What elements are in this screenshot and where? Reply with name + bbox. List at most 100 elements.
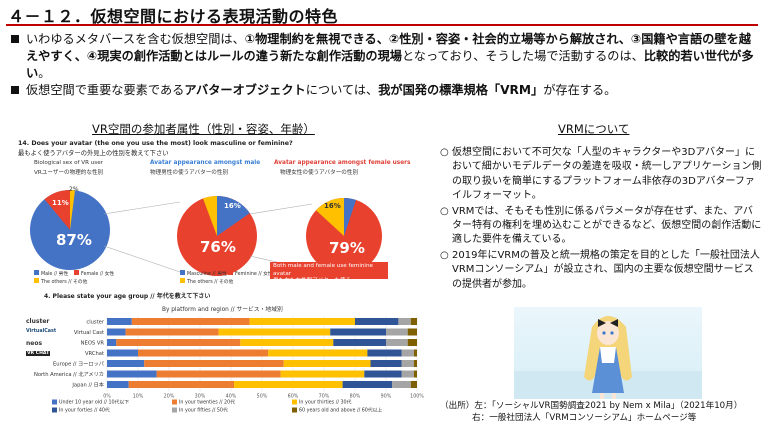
- bullet-item-1: いわゆるメタバースを含む仮想空間は、①物理制約を無視できる、②性別・容姿・社会的…: [10, 31, 760, 82]
- pie1-slice-mid: [44, 190, 70, 230]
- bar-chart-subtitle: By platform and region // サービス・地域別: [162, 307, 283, 313]
- bar-segment: [249, 318, 355, 325]
- legend-swatch: [172, 407, 177, 413]
- bullet-2-bold: アバターオブジェクト: [184, 83, 306, 97]
- bullet-square-icon: [11, 86, 19, 94]
- bullet-1-post: 。: [38, 66, 51, 80]
- bar-segment: [144, 360, 284, 367]
- vrm-avatar-image: [514, 307, 702, 399]
- source-note: （出所）左：「ソーシャルVR国勢調査2021 by Nem x Mila」（20…: [440, 400, 742, 424]
- pie1-big-label: 87%: [56, 231, 92, 249]
- pie1-title-jp: VRユーザーの物理的な性別: [34, 170, 104, 176]
- bar-segment: [107, 318, 132, 325]
- category-label: NEOS VR: [81, 341, 105, 347]
- bar-segment: [283, 360, 371, 367]
- bar-segment: [342, 381, 393, 388]
- pie2-small-label: 16%: [224, 202, 241, 210]
- bar-segment: [131, 318, 250, 325]
- bullet-1-bold: ①物理制約を無視できる、②性別・容姿・社会的立場等から解放され、③国籍や言語の壁…: [26, 32, 751, 63]
- x-tick-label: 70%: [319, 394, 330, 400]
- bullet-2-pre: 仮想空間で重要な要素である: [26, 83, 185, 97]
- q14-jp: 最もよく使うアバターの外見上の性別を教えて下さい: [18, 150, 169, 157]
- bar-segment: [401, 370, 414, 378]
- category-label: VRChat: [85, 351, 104, 357]
- bullet-2-mid: については、: [305, 83, 379, 97]
- pie2-big-label: 76%: [200, 238, 236, 256]
- x-tick-label: 30%: [195, 394, 206, 400]
- virtualcast-logo: VirtualCast: [26, 329, 57, 334]
- category-label: Virtual Cast: [74, 330, 104, 336]
- bar-segment: [370, 360, 402, 367]
- survey-panel: 14. Does your avatar (the one you use th…: [12, 138, 432, 430]
- legend-label: 60 years old and above // 60代以上: [299, 407, 382, 414]
- bullet-2-bold2: 我が国発の標準規格「VRM」: [378, 83, 544, 97]
- bar-segment: [330, 328, 386, 336]
- bullet-square-icon: [11, 35, 19, 43]
- pie3-title-jp: 物理女性の使うアバターの性別: [280, 170, 359, 176]
- category-label: Japan // 日本: [71, 381, 104, 389]
- pie2-title-jp: 物理男性の使うアバターの性別: [150, 170, 229, 176]
- category-label: Europe // ヨーロッパ: [53, 361, 104, 368]
- bar-segment: [398, 318, 411, 325]
- bar-segment: [410, 318, 417, 325]
- pie3-slice-mid: [316, 198, 344, 236]
- pie3-title-en: Avatar appearance amongst female users: [274, 160, 411, 166]
- pie2-slice-small: [203, 195, 217, 236]
- bar-segment: [107, 381, 129, 388]
- q4-title: 4. Please state your age group // 年代を教えて…: [44, 293, 211, 300]
- source-line-1: （出所）左：「ソーシャルVR国勢調査2021 by Nem x Mila」（20…: [440, 401, 743, 411]
- bar-segment: [218, 328, 331, 336]
- category-label: North America // 北アメリカ: [34, 370, 104, 378]
- vrm-item-1: ○ 仮想空間において不可欠な「人型のキャラクターや3Dアバター」において細かいモデ…: [440, 147, 762, 202]
- legend-swatch: [52, 407, 57, 413]
- pie3: [306, 198, 382, 274]
- bar-segment: [107, 339, 117, 346]
- bar-segment: [240, 339, 334, 346]
- bar-segment: [364, 370, 402, 378]
- legend-swatch: [292, 399, 297, 405]
- x-tick-label: 20%: [164, 394, 175, 400]
- bar-segment: [280, 370, 365, 378]
- bar-segment: [128, 381, 235, 388]
- bar-segment: [407, 328, 417, 336]
- legend-label: Under 10 year old // 10代以下: [59, 399, 129, 406]
- bar-segment: [107, 360, 145, 367]
- pie3-slice-small: [344, 198, 356, 236]
- source-line-2: 右：一般社団法人「VRMコンソーシアム」ホームページ等: [472, 413, 697, 423]
- age-bar-chart: 0% 10% 20% 30% 40% 50% 60% 70% 80% 90% 100% cluster…: [34, 316, 424, 414]
- vrm-bullet-2: ○: [440, 205, 449, 217]
- bullet-2-post: が存在する。: [543, 83, 617, 97]
- pie2-slice-mid: [217, 196, 250, 236]
- bullet-item-2: 仮想空間で重要な要素であるアバターオブジェクトについては、我が国発の標準規格「V…: [10, 82, 760, 99]
- bar-segment: [107, 328, 126, 336]
- bullet-1-mid: となっており、そうした場で活動するのは、: [401, 49, 644, 63]
- pie3-small-label: 16%: [324, 202, 341, 210]
- bullet-1-pre: いわゆるメタバースを含む仮想空間は、: [26, 32, 245, 46]
- bar-segment: [407, 339, 417, 346]
- x-tick-label: 60%: [288, 394, 299, 400]
- left-section-heading: VR空間の参加者属性（性別・容姿、年齢）: [92, 122, 315, 136]
- bullet-list: いわゆるメタバースを含む仮想空間は、①物理制約を無視できる、②性別・容姿・社会的…: [10, 31, 760, 99]
- pie3-big-label: 79%: [329, 239, 365, 257]
- bar-segment: [401, 360, 414, 367]
- bar-segment: [107, 349, 138, 357]
- legend-label: In your thirties // 30代: [299, 399, 352, 406]
- category-label: cluster: [86, 320, 105, 326]
- vrchat-logo: VR CHAT: [26, 351, 51, 356]
- vrm-bullet-3: ○: [440, 249, 449, 261]
- pie2-title-en: Avatar appearance amongst male: [150, 160, 261, 166]
- bar-segment: [410, 381, 417, 388]
- legend-label: In your fifties // 50代: [179, 407, 228, 414]
- pie-charts: [30, 189, 382, 276]
- pie2: [177, 195, 257, 276]
- legend-label: In your twenties // 20代: [179, 399, 235, 406]
- cluster-logo: cluster: [26, 318, 50, 325]
- bar-segment: [392, 381, 411, 388]
- bar-segment: [401, 349, 414, 357]
- bar-segment: [413, 349, 417, 357]
- bar-segment: [138, 349, 269, 357]
- legend-label: In your forties // 40代: [59, 407, 110, 414]
- x-tick-label: 100%: [410, 394, 424, 400]
- bar-segment: [413, 370, 417, 378]
- bar-segment: [367, 349, 402, 357]
